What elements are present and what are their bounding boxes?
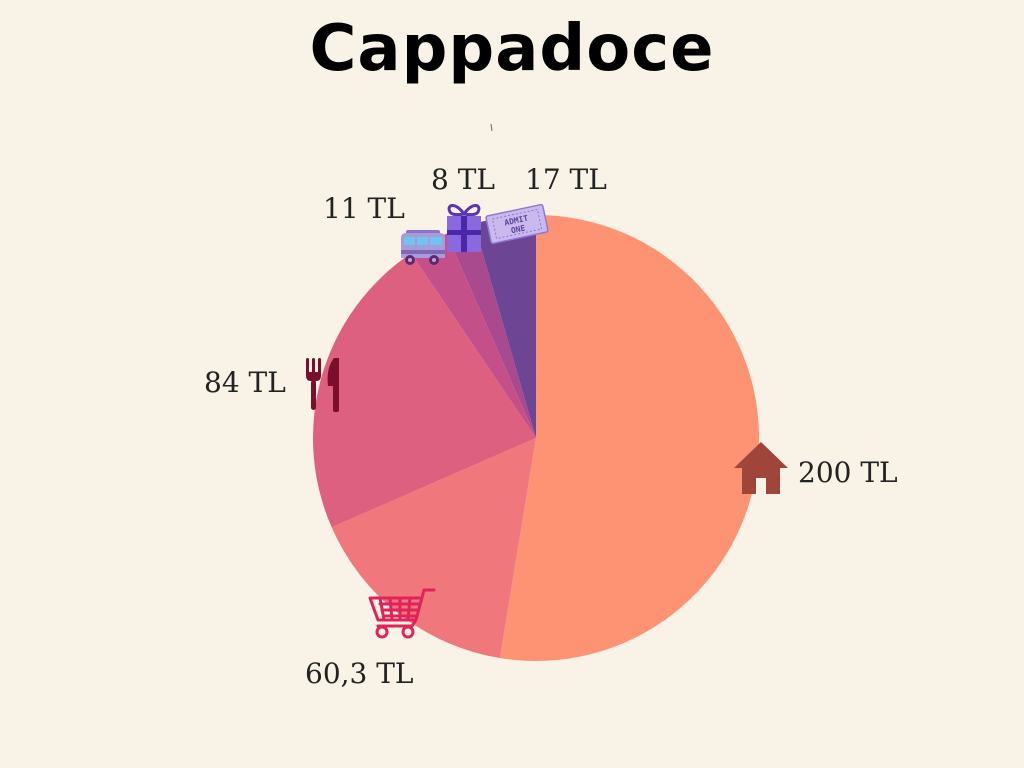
pie-slice-ticket <box>474 215 536 438</box>
label-ticket: 17 TL <box>525 163 607 196</box>
gift-icon <box>447 204 481 252</box>
ticket-icon: ADMIT ONE <box>485 203 549 245</box>
label-house: 200 TL <box>798 456 898 489</box>
pie-slice-gift <box>446 223 536 438</box>
pie-slice-food <box>312 253 536 528</box>
pie-slice-van <box>411 233 536 438</box>
ticket-text-one: ONE <box>510 223 526 235</box>
house-icon <box>734 442 788 494</box>
label-gift: 8 TL <box>431 163 495 196</box>
van-icon <box>401 230 445 265</box>
label-cart: 60,3 TL <box>305 657 414 690</box>
label-van: 11 TL <box>323 192 405 225</box>
pie-slices <box>312 215 760 661</box>
fork-knife-icon <box>306 358 339 412</box>
leader-tick <box>490 123 493 132</box>
page-title: Cappadoce <box>309 12 715 86</box>
pie-slice-cart <box>331 438 536 659</box>
shopping-cart-icon <box>368 588 436 639</box>
label-food: 84 TL <box>204 366 286 399</box>
pie-slice-house <box>499 215 760 661</box>
